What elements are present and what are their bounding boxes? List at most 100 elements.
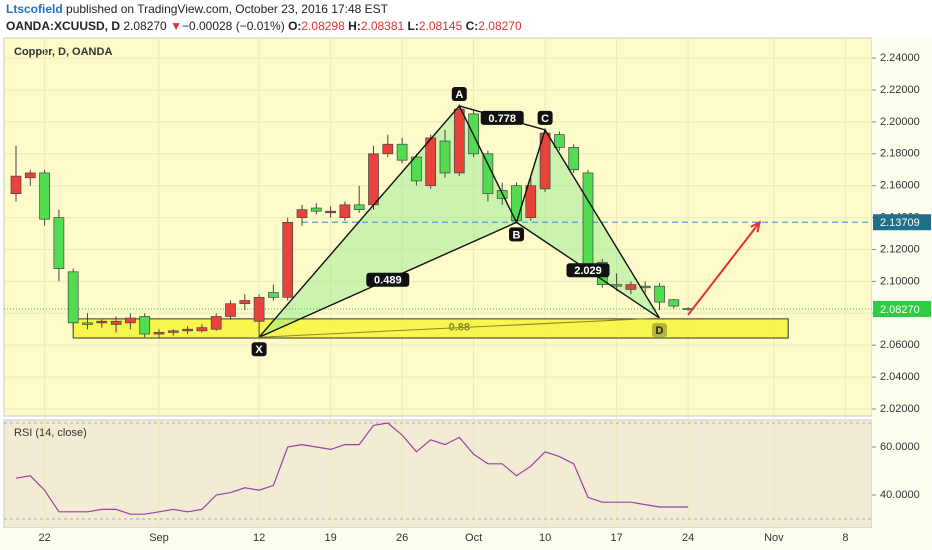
candle-body bbox=[167, 330, 179, 333]
candle-body bbox=[453, 108, 465, 174]
y-tick-label: 60.0000 bbox=[880, 441, 920, 453]
x-tick-label: 10 bbox=[539, 532, 551, 544]
h-label: H: bbox=[348, 19, 361, 33]
change: −0.00028 (−0.01%) bbox=[181, 19, 285, 33]
pattern-xab bbox=[259, 105, 517, 338]
y-tick-label: 2.06000 bbox=[880, 339, 920, 351]
last: 2.08270 bbox=[123, 19, 167, 33]
candle-body bbox=[268, 292, 279, 298]
candle-body bbox=[182, 328, 193, 332]
x-tick-label: 26 bbox=[396, 532, 408, 544]
candle-body bbox=[425, 137, 437, 187]
l: 2.08145 bbox=[418, 19, 463, 33]
candle-body bbox=[96, 320, 108, 324]
l-label: L: bbox=[407, 19, 419, 33]
candle-body bbox=[368, 153, 379, 206]
rsi-title: RSI (14, close) bbox=[14, 427, 87, 439]
candle-body bbox=[411, 156, 422, 182]
candle-body bbox=[439, 140, 451, 174]
rsi-pane bbox=[3, 419, 873, 529]
ratio-label: 0.88 bbox=[449, 322, 470, 334]
pattern-leg bbox=[258, 105, 460, 338]
candle-body bbox=[10, 175, 22, 195]
point-label-box bbox=[537, 110, 553, 125]
publish-line: Ltscofield published on TradingView.com,… bbox=[6, 2, 388, 16]
candle-body bbox=[339, 204, 351, 218]
candle-body bbox=[125, 317, 136, 324]
candle-body bbox=[39, 172, 50, 220]
candle-body bbox=[353, 204, 365, 210]
candle-body bbox=[82, 322, 93, 325]
pattern-leg bbox=[515, 129, 546, 223]
candle-body bbox=[296, 209, 308, 218]
y-tick-label: 2.16000 bbox=[880, 180, 920, 192]
candle-body bbox=[282, 222, 294, 298]
ratio-label: 0.778 bbox=[488, 113, 516, 125]
point-label-box bbox=[251, 342, 267, 357]
candle-body bbox=[110, 320, 122, 325]
quote-line: OANDA:XCUUSD, D 2.08270 ▼−0.00028 (−0.01… bbox=[6, 19, 522, 33]
candle-body bbox=[24, 172, 36, 179]
published: published on TradingView.com, October 23… bbox=[66, 2, 388, 16]
candle-body bbox=[554, 134, 565, 148]
candle-body bbox=[239, 300, 251, 305]
candle-body bbox=[582, 172, 594, 266]
point-label: B bbox=[513, 229, 521, 241]
x-tick-label: Oct bbox=[465, 532, 482, 544]
symbol: OANDA:XCUUSD, D bbox=[6, 19, 120, 33]
o: 2.08298 bbox=[301, 19, 345, 33]
arrow-head bbox=[750, 220, 762, 233]
support-zone bbox=[72, 318, 789, 339]
x-tick-label: 17 bbox=[610, 532, 622, 544]
y-tick-label: 2.12000 bbox=[880, 243, 920, 255]
point-label-box bbox=[509, 227, 524, 242]
y-tick-label: 2.10000 bbox=[880, 275, 920, 287]
h: 2.08381 bbox=[360, 19, 405, 33]
time-axis bbox=[0, 528, 872, 550]
candle-body bbox=[325, 210, 336, 214]
projection-arrow bbox=[687, 221, 761, 316]
x-tick-label: 12 bbox=[253, 532, 265, 544]
rsi-line bbox=[15, 422, 689, 515]
point-label-box bbox=[652, 323, 667, 338]
header: Ltscofield published on TradingView.com,… bbox=[0, 0, 932, 36]
o-label: O: bbox=[288, 19, 302, 33]
y-tick-label: 2.20000 bbox=[880, 116, 920, 128]
author[interactable]: Ltscofield bbox=[6, 2, 63, 16]
price-axis bbox=[872, 38, 932, 550]
candle-body bbox=[253, 296, 265, 322]
candle-body bbox=[611, 284, 622, 287]
candle-body bbox=[654, 285, 665, 303]
candle-body bbox=[53, 217, 65, 269]
x-tick-label: 22 bbox=[38, 532, 50, 544]
ratio-label-box bbox=[566, 263, 610, 278]
pane-title: Copper, D, OANDA bbox=[14, 46, 112, 58]
pattern-leg bbox=[458, 105, 518, 223]
y-tick-label: 2.22000 bbox=[880, 84, 920, 96]
arrow: ▼ bbox=[170, 19, 182, 33]
candle-body bbox=[625, 284, 637, 290]
candle-body bbox=[139, 316, 151, 335]
x-tick-label: Sep bbox=[149, 532, 169, 544]
y-tick-label: 2.24000 bbox=[880, 52, 920, 64]
candle-body bbox=[196, 327, 208, 332]
candle-body bbox=[668, 299, 680, 307]
price-badge-label: 2.08270 bbox=[880, 304, 920, 316]
ratio-label-box bbox=[366, 272, 410, 287]
point-label: C bbox=[541, 113, 549, 125]
candle-body bbox=[482, 153, 494, 195]
pattern-xd bbox=[259, 317, 660, 338]
ratio-label-box bbox=[480, 110, 524, 125]
price-badge bbox=[873, 300, 931, 317]
x-tick-label: 24 bbox=[682, 532, 694, 544]
candle-body bbox=[153, 332, 165, 335]
candle-body bbox=[210, 316, 222, 330]
point-label: X bbox=[255, 344, 263, 356]
pattern-leg bbox=[544, 129, 661, 319]
candle-body bbox=[382, 143, 394, 155]
candle-body bbox=[539, 132, 551, 190]
candle-body bbox=[310, 207, 322, 212]
candle-body bbox=[525, 185, 537, 218]
y-tick-label: 2.04000 bbox=[880, 371, 920, 383]
